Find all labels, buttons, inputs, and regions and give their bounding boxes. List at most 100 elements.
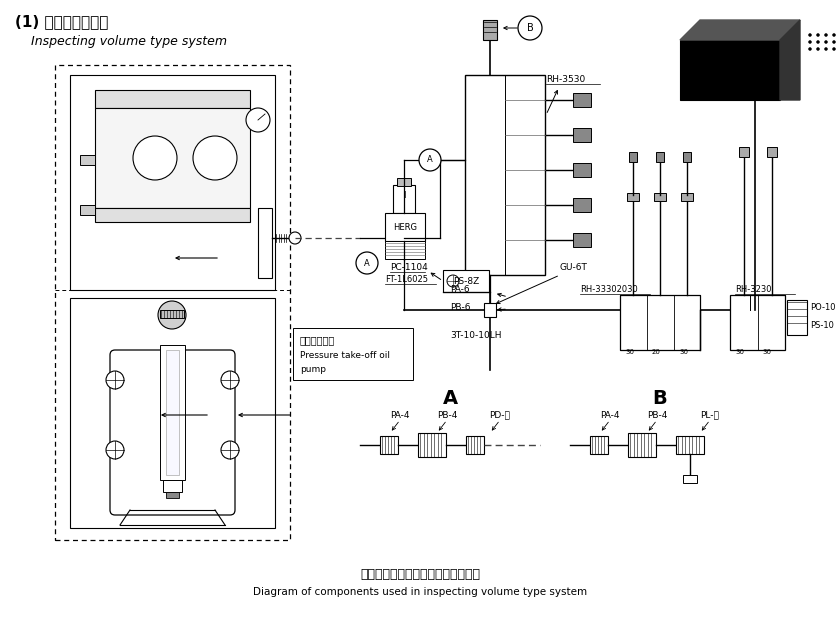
Circle shape — [158, 301, 186, 329]
Bar — [683, 152, 691, 162]
Text: RH-3530: RH-3530 — [546, 76, 585, 84]
Text: 30: 30 — [735, 349, 744, 355]
Text: RH-3230: RH-3230 — [735, 285, 771, 294]
Text: PD-类: PD-类 — [490, 410, 511, 420]
Bar — [483, 20, 497, 40]
Text: 3T-10-10LH: 3T-10-10LH — [450, 330, 501, 340]
Text: A: A — [364, 259, 370, 267]
Circle shape — [106, 441, 124, 459]
Text: PC-1104: PC-1104 — [390, 264, 428, 273]
Text: PS-10: PS-10 — [810, 321, 834, 329]
Bar — [293, 328, 413, 380]
FancyBboxPatch shape — [110, 350, 235, 515]
Circle shape — [356, 252, 378, 274]
Text: (1) 检知容积式系统: (1) 检知容积式系统 — [15, 14, 108, 30]
Bar — [95, 90, 250, 108]
Circle shape — [816, 33, 820, 37]
Bar — [573, 233, 591, 247]
Bar — [380, 436, 398, 454]
Text: FT-1L6025: FT-1L6025 — [385, 275, 428, 285]
Text: 30: 30 — [762, 349, 771, 355]
Bar — [465, 75, 545, 275]
Polygon shape — [680, 20, 800, 40]
Bar — [680, 40, 780, 100]
Bar — [95, 208, 250, 222]
Bar — [683, 475, 697, 483]
Text: I: I — [402, 190, 405, 200]
Bar — [573, 93, 591, 107]
Circle shape — [485, 305, 495, 315]
Polygon shape — [780, 20, 800, 100]
Bar — [385, 213, 425, 241]
Text: 30: 30 — [625, 349, 634, 355]
Bar — [258, 208, 272, 278]
Text: A: A — [443, 389, 458, 407]
Bar — [629, 152, 637, 162]
Text: PB-6: PB-6 — [450, 304, 470, 312]
Text: 卸压式润滑泵: 卸压式润滑泵 — [300, 335, 335, 345]
Text: PB-4: PB-4 — [647, 410, 667, 420]
Bar — [166, 492, 179, 498]
Bar — [676, 436, 704, 454]
Circle shape — [419, 149, 441, 171]
Circle shape — [809, 33, 811, 37]
Text: B: B — [653, 389, 667, 407]
Text: pump: pump — [300, 366, 326, 374]
Bar — [620, 295, 700, 350]
Bar — [656, 152, 664, 162]
Circle shape — [221, 371, 239, 389]
Text: PO-10: PO-10 — [810, 304, 836, 312]
Bar — [739, 147, 749, 157]
Circle shape — [832, 40, 836, 43]
Bar — [573, 163, 591, 177]
Bar — [466, 436, 484, 454]
Text: RH-33302030: RH-33302030 — [580, 285, 638, 294]
Text: B: B — [527, 23, 533, 33]
Bar — [163, 480, 182, 492]
Text: 30: 30 — [679, 349, 688, 355]
Text: PL-类: PL-类 — [701, 410, 719, 420]
Circle shape — [825, 40, 827, 43]
Bar — [385, 241, 425, 259]
Bar — [80, 205, 95, 215]
Text: Inspecting volume type system: Inspecting volume type system — [15, 35, 227, 48]
Bar — [573, 128, 591, 142]
Circle shape — [246, 108, 270, 132]
Bar — [767, 147, 777, 157]
Bar — [160, 345, 185, 480]
Bar — [787, 300, 807, 335]
Circle shape — [832, 48, 836, 50]
Text: PA-4: PA-4 — [391, 410, 410, 420]
Bar — [627, 193, 639, 201]
Bar — [70, 75, 275, 290]
Bar — [166, 350, 179, 475]
Bar — [443, 270, 489, 292]
Bar — [393, 185, 415, 213]
Circle shape — [289, 232, 301, 244]
Circle shape — [447, 275, 459, 287]
Bar — [654, 193, 666, 201]
Circle shape — [832, 33, 836, 37]
Text: PA-6: PA-6 — [450, 285, 470, 294]
Bar — [55, 65, 290, 540]
Bar — [80, 155, 95, 165]
Bar — [730, 295, 785, 350]
Bar — [628, 433, 656, 457]
Bar — [681, 193, 693, 201]
Bar — [397, 178, 411, 186]
Text: PS-8Z: PS-8Z — [453, 277, 479, 285]
Bar — [160, 310, 184, 318]
Circle shape — [133, 136, 177, 180]
Circle shape — [106, 371, 124, 389]
Circle shape — [809, 40, 811, 43]
Circle shape — [518, 16, 542, 40]
Bar — [95, 108, 250, 208]
Text: HERG: HERG — [393, 223, 417, 231]
Circle shape — [809, 48, 811, 50]
Bar — [70, 298, 275, 528]
Text: PA-4: PA-4 — [601, 410, 620, 420]
Text: GU-6T: GU-6T — [560, 264, 588, 273]
Bar — [590, 436, 608, 454]
Circle shape — [221, 441, 239, 459]
Text: Pressure take-off oil: Pressure take-off oil — [300, 350, 390, 360]
